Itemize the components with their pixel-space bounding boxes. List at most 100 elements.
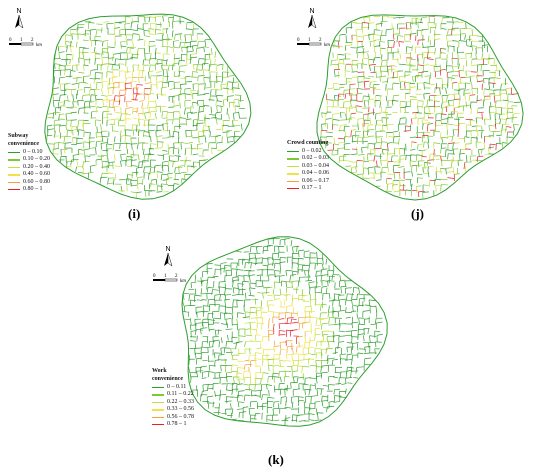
road-segment xyxy=(215,359,221,361)
road-segment xyxy=(471,40,478,43)
road-segment xyxy=(114,95,116,102)
legend-entry: 0.20 – 0.40 xyxy=(8,164,50,171)
legend-swatch xyxy=(8,174,20,176)
road-segment xyxy=(380,60,383,67)
road-segment xyxy=(58,77,61,85)
road-segment xyxy=(60,89,67,92)
road-segment xyxy=(141,160,144,167)
road-segment xyxy=(355,367,358,374)
road-segment xyxy=(184,160,186,168)
road-segment xyxy=(162,154,165,160)
road-segment xyxy=(101,51,103,57)
road-segment xyxy=(78,57,84,59)
road-segment xyxy=(131,154,138,156)
road-segment xyxy=(368,98,374,100)
road-segment xyxy=(328,357,335,360)
road-segment xyxy=(421,16,428,19)
road-segment xyxy=(200,365,207,368)
road-segment xyxy=(373,155,376,162)
road-segment xyxy=(284,238,290,240)
road-segment xyxy=(202,311,204,317)
road-segment xyxy=(53,87,59,90)
road-segment xyxy=(84,148,90,151)
road-segment xyxy=(174,155,181,157)
road-segment xyxy=(195,322,203,324)
road-segment xyxy=(391,65,397,67)
road-segment xyxy=(469,156,472,163)
road-segment xyxy=(457,130,459,137)
road-segment xyxy=(286,318,288,325)
road-segment xyxy=(398,148,401,156)
road-segment xyxy=(301,366,303,373)
road-segment xyxy=(446,94,448,102)
road-segment xyxy=(196,311,204,313)
road-segment xyxy=(513,124,515,131)
road-segment xyxy=(351,64,353,72)
road-segment xyxy=(160,173,163,181)
road-segment xyxy=(179,70,186,73)
road-segment xyxy=(148,71,150,79)
road-segment xyxy=(114,105,120,108)
road-segment xyxy=(171,30,174,38)
road-segment xyxy=(101,136,104,142)
road-segment xyxy=(148,130,150,138)
road-segment xyxy=(101,63,108,65)
road-segment xyxy=(309,413,315,415)
road-segment xyxy=(369,65,371,72)
road-segment xyxy=(292,271,299,273)
road-segment xyxy=(184,88,191,90)
road-segment xyxy=(78,149,85,151)
road-segment xyxy=(452,65,459,68)
road-segment xyxy=(285,294,287,301)
road-segment xyxy=(83,64,89,67)
road-segment xyxy=(417,106,424,108)
ring-road xyxy=(181,236,388,427)
road-segment xyxy=(399,179,401,187)
road-segment xyxy=(208,328,215,331)
road-segment xyxy=(203,117,206,125)
road-segment xyxy=(417,191,420,198)
road-segment xyxy=(319,312,322,320)
road-segment xyxy=(451,135,454,142)
road-segment xyxy=(250,307,257,309)
road-segment xyxy=(332,269,335,275)
road-segment xyxy=(126,47,128,53)
road-segment xyxy=(237,283,239,290)
road-segment xyxy=(197,131,199,139)
road-segment xyxy=(209,114,216,116)
road-segment xyxy=(183,174,186,181)
road-segment xyxy=(428,112,435,115)
road-segment xyxy=(254,384,256,390)
road-segment xyxy=(125,82,132,84)
road-segment xyxy=(139,100,145,102)
road-segment xyxy=(83,75,90,77)
road-segment xyxy=(452,129,455,136)
road-segment xyxy=(470,130,472,137)
road-segment xyxy=(321,268,328,270)
road-segment xyxy=(71,119,77,121)
road-segment xyxy=(416,83,419,90)
road-segment xyxy=(457,105,465,107)
road-segment xyxy=(368,75,375,78)
road-segment xyxy=(328,300,336,302)
road-segment xyxy=(131,143,133,150)
road-segment xyxy=(343,100,351,103)
road-segment xyxy=(373,143,376,150)
road-segment xyxy=(120,58,127,61)
road-segment xyxy=(468,95,471,102)
road-segment xyxy=(179,59,186,62)
road-segment xyxy=(197,100,199,106)
road-segment xyxy=(249,287,251,295)
road-segment xyxy=(238,111,240,119)
road-segment xyxy=(190,330,197,332)
road-segment xyxy=(64,100,71,102)
road-segment xyxy=(70,70,76,72)
road-segment xyxy=(203,129,209,132)
legend-swatch xyxy=(287,165,299,168)
road-segment xyxy=(355,29,358,37)
road-segment xyxy=(132,33,139,35)
road-segment xyxy=(369,299,376,302)
road-segment xyxy=(434,47,436,55)
road-segment xyxy=(423,162,426,169)
road-segment xyxy=(350,161,358,163)
